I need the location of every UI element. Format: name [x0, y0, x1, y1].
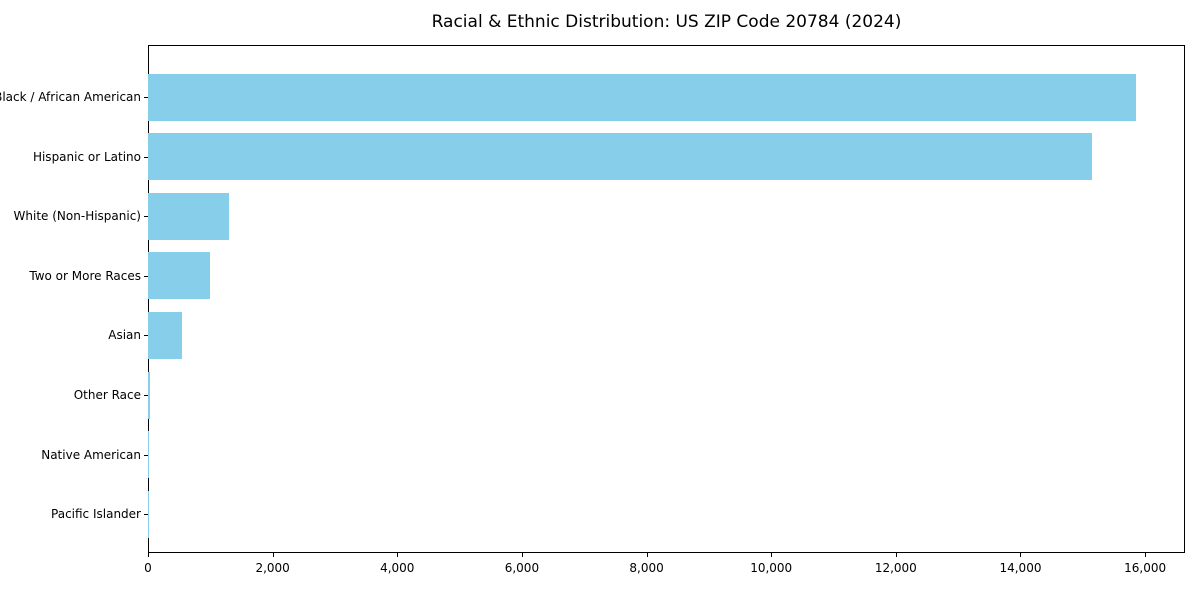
y-axis-label-white-non-hispanic: White (Non-Hispanic) [13, 209, 141, 224]
x-axis-tick-label: 14,000 [999, 561, 1042, 575]
x-axis-tick-label: 12,000 [874, 561, 917, 575]
y-tick-mark [144, 514, 148, 516]
bar-two-or-more-races [148, 252, 211, 300]
x-tick-mark [148, 553, 149, 557]
bar-other-race [148, 371, 150, 419]
x-tick-mark [771, 553, 773, 557]
y-axis-label-native-american: Native American [41, 447, 141, 462]
y-tick-mark [144, 156, 148, 158]
y-tick-mark [144, 97, 148, 98]
y-axis-label-pacific-islander: Pacific Islander [51, 507, 141, 522]
chart-title: Racial & Ethnic Distribution: US ZIP Cod… [431, 12, 902, 32]
x-axis-tick-label: 10,000 [750, 561, 793, 575]
x-axis-tick-label: 0 [144, 561, 152, 575]
y-tick-mark [144, 275, 148, 277]
x-axis-tick-label: 16,000 [1124, 561, 1167, 575]
x-axis-tick-label: 6,000 [504, 561, 540, 575]
y-axis-label-hispanic-or-latino: Hispanic or Latino [32, 149, 141, 164]
x-tick-mark [521, 553, 523, 557]
bar-pacific-islander [148, 490, 149, 538]
x-tick-mark [1145, 553, 1147, 557]
y-axis-label-two-or-more-races: Two or More Races [29, 268, 141, 283]
y-tick-mark [144, 395, 148, 396]
x-tick-mark [1020, 553, 1022, 557]
bar-native-american [148, 431, 149, 479]
y-axis-label-black-african-american: Black / African American [0, 90, 141, 104]
y-axis-label-other-race: Other Race [73, 388, 141, 402]
y-tick-mark [144, 216, 148, 218]
bar-white-non-hispanic [148, 192, 230, 240]
x-tick-mark [397, 553, 399, 557]
bar-asian [148, 311, 182, 359]
x-tick-mark [272, 553, 274, 557]
x-axis-tick-label: 2,000 [255, 561, 290, 575]
y-axis-label-asian: Asian [108, 328, 141, 343]
x-tick-mark [646, 553, 648, 557]
x-axis-tick-label: 8,000 [629, 561, 664, 575]
y-tick-mark [144, 454, 148, 456]
plot-area [148, 45, 1185, 553]
x-axis-tick-label: 4,000 [380, 561, 415, 575]
bar-black-african-american [148, 73, 1137, 121]
bar-hispanic-or-latino [148, 133, 1093, 181]
x-tick-mark [895, 553, 897, 557]
y-tick-mark [144, 335, 148, 337]
